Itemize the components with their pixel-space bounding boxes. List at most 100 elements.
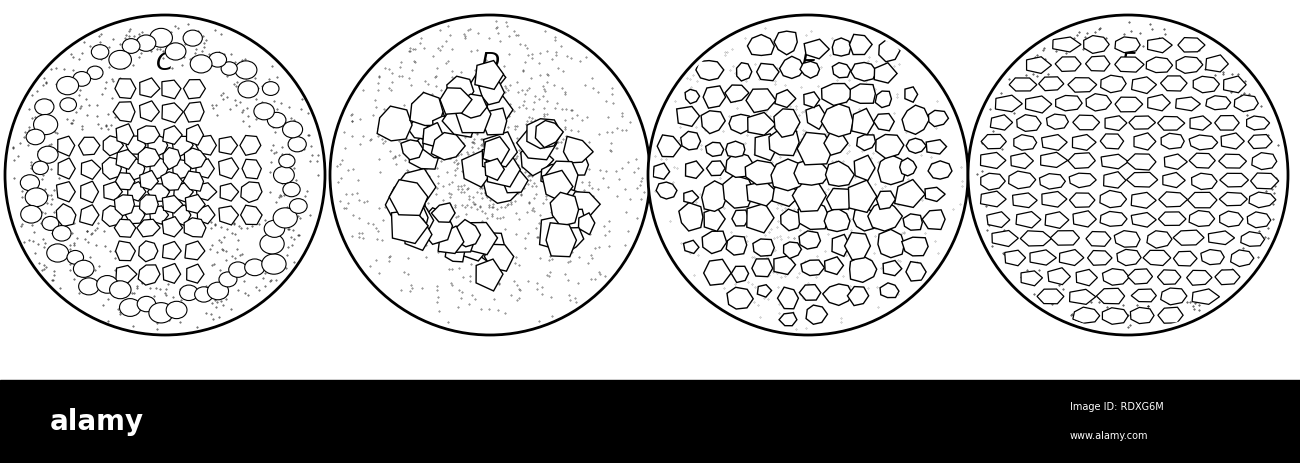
Polygon shape bbox=[1147, 231, 1171, 248]
Polygon shape bbox=[1086, 232, 1112, 246]
Polygon shape bbox=[1102, 269, 1130, 285]
Polygon shape bbox=[723, 175, 754, 208]
Polygon shape bbox=[546, 223, 576, 257]
Polygon shape bbox=[702, 181, 727, 211]
Polygon shape bbox=[737, 63, 751, 81]
Polygon shape bbox=[1218, 154, 1247, 168]
Polygon shape bbox=[408, 119, 430, 139]
Ellipse shape bbox=[278, 154, 295, 168]
Text: D: D bbox=[481, 51, 499, 75]
Polygon shape bbox=[391, 210, 428, 244]
Polygon shape bbox=[196, 159, 214, 178]
Polygon shape bbox=[706, 161, 725, 175]
Polygon shape bbox=[824, 257, 844, 275]
Polygon shape bbox=[138, 265, 160, 285]
Polygon shape bbox=[116, 124, 134, 145]
Polygon shape bbox=[1072, 135, 1096, 150]
Polygon shape bbox=[774, 256, 796, 275]
Polygon shape bbox=[1162, 172, 1186, 188]
Polygon shape bbox=[484, 137, 510, 165]
Polygon shape bbox=[162, 126, 182, 144]
Polygon shape bbox=[485, 159, 504, 180]
Ellipse shape bbox=[289, 137, 307, 152]
Polygon shape bbox=[79, 205, 99, 225]
Polygon shape bbox=[445, 243, 464, 262]
Text: F: F bbox=[1121, 51, 1135, 75]
Polygon shape bbox=[751, 259, 772, 277]
Polygon shape bbox=[706, 142, 724, 156]
Polygon shape bbox=[681, 131, 701, 150]
Polygon shape bbox=[438, 226, 464, 253]
Polygon shape bbox=[1069, 173, 1096, 188]
Polygon shape bbox=[1205, 55, 1228, 72]
Polygon shape bbox=[781, 209, 801, 231]
Polygon shape bbox=[996, 95, 1022, 112]
Polygon shape bbox=[563, 137, 593, 163]
Polygon shape bbox=[684, 191, 698, 203]
Polygon shape bbox=[400, 199, 428, 235]
Polygon shape bbox=[57, 136, 74, 156]
Polygon shape bbox=[903, 214, 922, 230]
Polygon shape bbox=[1011, 153, 1034, 169]
Text: D: D bbox=[481, 388, 499, 412]
Polygon shape bbox=[1161, 76, 1187, 91]
Polygon shape bbox=[1017, 115, 1041, 131]
Polygon shape bbox=[853, 206, 878, 231]
Circle shape bbox=[5, 15, 325, 335]
Polygon shape bbox=[536, 120, 563, 148]
Polygon shape bbox=[854, 155, 875, 181]
Polygon shape bbox=[148, 135, 168, 157]
Polygon shape bbox=[725, 141, 745, 157]
Polygon shape bbox=[1045, 212, 1069, 228]
Polygon shape bbox=[174, 183, 194, 202]
Polygon shape bbox=[1187, 270, 1212, 285]
Polygon shape bbox=[832, 63, 850, 78]
Polygon shape bbox=[432, 132, 465, 160]
Polygon shape bbox=[922, 210, 945, 230]
Polygon shape bbox=[1127, 154, 1156, 170]
Polygon shape bbox=[516, 127, 556, 160]
Ellipse shape bbox=[26, 129, 44, 145]
Polygon shape bbox=[550, 192, 578, 226]
Polygon shape bbox=[745, 160, 779, 185]
Polygon shape bbox=[746, 203, 774, 233]
Polygon shape bbox=[242, 159, 261, 179]
Polygon shape bbox=[139, 170, 159, 190]
Polygon shape bbox=[218, 158, 239, 179]
Polygon shape bbox=[878, 230, 905, 258]
Polygon shape bbox=[1017, 212, 1041, 228]
Polygon shape bbox=[1214, 116, 1239, 130]
Polygon shape bbox=[1234, 95, 1258, 112]
Polygon shape bbox=[826, 161, 854, 186]
Polygon shape bbox=[566, 155, 589, 175]
Polygon shape bbox=[656, 182, 677, 199]
Polygon shape bbox=[800, 231, 820, 249]
Polygon shape bbox=[1037, 289, 1063, 304]
Ellipse shape bbox=[68, 250, 83, 264]
Polygon shape bbox=[1096, 288, 1124, 304]
Polygon shape bbox=[1158, 117, 1184, 130]
Ellipse shape bbox=[273, 166, 294, 184]
Polygon shape bbox=[1026, 96, 1052, 113]
Polygon shape bbox=[148, 184, 169, 201]
Ellipse shape bbox=[32, 161, 48, 175]
Polygon shape bbox=[1115, 37, 1140, 53]
Polygon shape bbox=[1206, 96, 1231, 110]
Polygon shape bbox=[1157, 270, 1180, 284]
Polygon shape bbox=[703, 86, 725, 108]
Polygon shape bbox=[173, 160, 191, 179]
Polygon shape bbox=[1143, 250, 1171, 266]
Polygon shape bbox=[521, 144, 554, 176]
Polygon shape bbox=[1030, 250, 1057, 265]
Polygon shape bbox=[878, 155, 906, 185]
Polygon shape bbox=[849, 180, 876, 213]
Polygon shape bbox=[480, 66, 506, 90]
Polygon shape bbox=[139, 241, 157, 262]
Polygon shape bbox=[1067, 78, 1097, 92]
Polygon shape bbox=[220, 183, 239, 201]
Ellipse shape bbox=[78, 278, 99, 295]
Polygon shape bbox=[874, 63, 897, 83]
Polygon shape bbox=[880, 283, 900, 298]
Polygon shape bbox=[1165, 154, 1187, 169]
Ellipse shape bbox=[120, 299, 140, 316]
